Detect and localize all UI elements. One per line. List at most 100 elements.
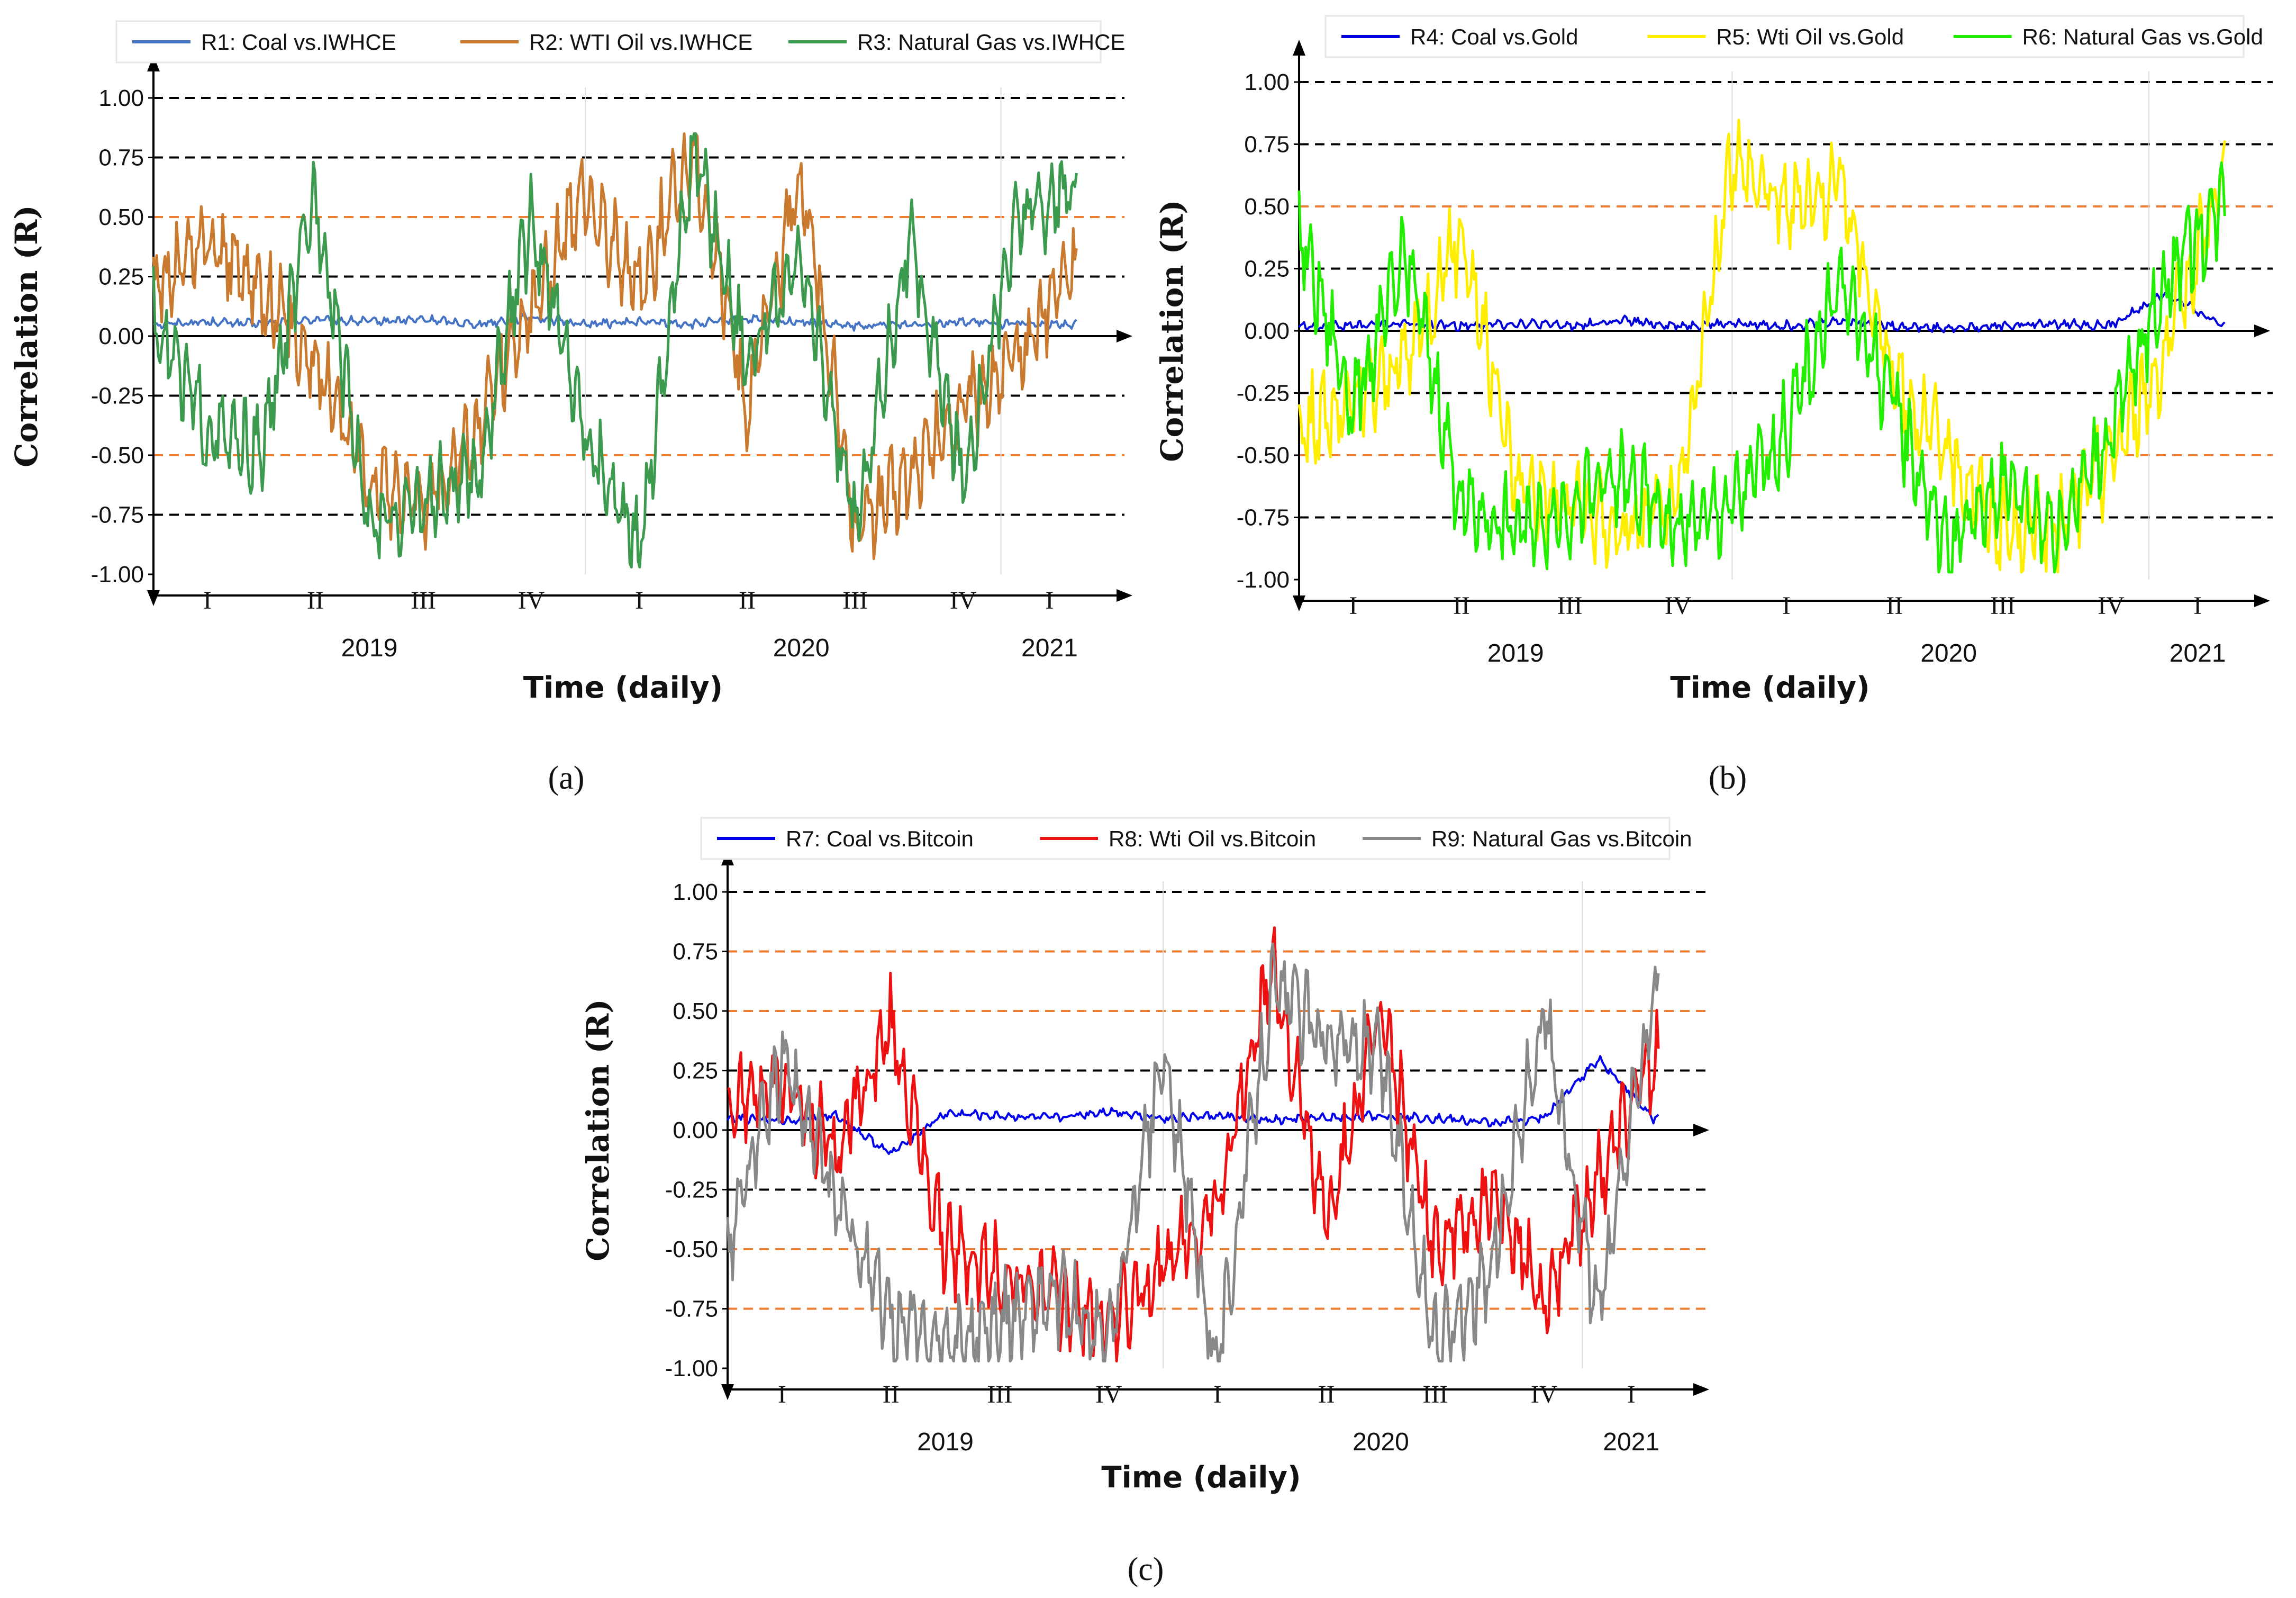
- legend-label: R3: Natural Gas vs.IWHCE: [857, 30, 1125, 55]
- chart-panel-a: 1.00 0.75 0.50 0.25 0.00 -0.25 -0.50 -0.75 -1.00…: [8, 20, 1132, 705]
- y-tick-label: 0.00: [98, 323, 144, 349]
- x-year-label: 2019: [341, 634, 398, 662]
- x-zero-axis-arrow: [1117, 330, 1132, 342]
- y-tick-label: -0.75: [665, 1296, 718, 1322]
- chart-panel-b: 1.00 0.75 0.50 0.25 0.00 -0.25 -0.50 -0.75 -1.00…: [1154, 15, 2273, 705]
- x-quarter-label: I: [1627, 1380, 1636, 1409]
- legend-label: R9: Natural Gas vs.Bitcoin: [1431, 826, 1692, 851]
- y-tick-label: -0.25: [665, 1177, 718, 1203]
- x-quarter-label: I: [1045, 586, 1054, 615]
- x-axis-arrow: [1693, 1383, 1709, 1396]
- x-quarter-label: III: [842, 586, 868, 615]
- y-tick-label: 0.75: [98, 145, 144, 171]
- x-quarter-label: III: [411, 586, 436, 615]
- legend-box: [115, 20, 1102, 64]
- y-axis-arrow-down: [721, 1384, 734, 1400]
- legend-label: R5: Wti Oil vs.Gold: [1716, 24, 1904, 49]
- x-quarter-label: I: [635, 586, 643, 615]
- x-year-label: 2021: [1021, 634, 1078, 662]
- y-axis-title: Correlation (R): [1154, 200, 1190, 462]
- legend-label: R8: Wti Oil vs.Bitcoin: [1109, 826, 1316, 851]
- chart-panel-c: 1.00 0.75 0.50 0.25 0.00 -0.25 -0.50 -0.75 -1.00…: [580, 817, 1709, 1495]
- x-quarter-label: IV: [1095, 1380, 1122, 1409]
- x-quarter-label: II: [1318, 1380, 1335, 1409]
- y-tick-label: -0.25: [91, 383, 144, 409]
- y-tick-label: -0.25: [1237, 381, 1290, 407]
- x-quarter-label: II: [1453, 592, 1470, 620]
- x-quarter-label: III: [1422, 1380, 1448, 1409]
- x-quarter-label: IV: [1665, 592, 1692, 620]
- x-axis-arrow: [1117, 589, 1132, 602]
- x-quarter-label: I: [1349, 592, 1357, 620]
- x-year-label: 2019: [917, 1428, 974, 1456]
- x-axis-title: Time (daily): [1101, 1460, 1301, 1495]
- x-quarter-label: I: [1213, 1380, 1222, 1409]
- x-quarter-label: IV: [1531, 1380, 1558, 1409]
- legend-label: R4: Coal vs.Gold: [1410, 24, 1578, 49]
- x-axis-title: Time (daily): [1670, 671, 1870, 705]
- x-year-label: 2019: [1487, 639, 1544, 667]
- y-tick-label: 0.25: [98, 264, 144, 290]
- caption-b: (b): [1709, 760, 1747, 796]
- series-line: [152, 132, 1078, 561]
- x-zero-axis-arrow: [2254, 324, 2270, 337]
- legend-label: R1: Coal vs.IWHCE: [201, 30, 396, 55]
- series-line: [152, 132, 1078, 568]
- y-axis-arrow-down: [147, 590, 160, 606]
- y-tick-label: -0.50: [91, 443, 144, 468]
- y-tick-label: 0.00: [673, 1117, 718, 1143]
- y-tick-label: 0.75: [1244, 132, 1290, 158]
- y-axis-title: Correlation (R): [8, 205, 44, 467]
- x-quarter-label: IV: [2098, 592, 2125, 620]
- series-line: [1297, 161, 2226, 574]
- x-year-label: 2020: [1920, 639, 1977, 667]
- y-tick-label: -1.00: [1237, 567, 1290, 593]
- x-year-label: 2020: [1353, 1428, 1409, 1456]
- series-line: [727, 1055, 1659, 1155]
- x-year-label: 2021: [2170, 639, 2226, 667]
- series-line: [1298, 291, 2226, 333]
- x-quarter-label: III: [987, 1380, 1012, 1409]
- x-zero-axis-arrow: [1693, 1124, 1709, 1136]
- y-tick-label: -0.75: [1237, 505, 1290, 531]
- caption-c: (c): [1128, 1551, 1164, 1587]
- legend-box: [1324, 15, 2245, 58]
- y-tick-label: 0.50: [1244, 194, 1290, 220]
- x-quarter-label: I: [2193, 592, 2202, 620]
- y-tick-label: -0.50: [1237, 443, 1290, 468]
- y-tick-label: -0.75: [91, 502, 144, 528]
- series-line: [726, 942, 1660, 1362]
- y-tick-label: -0.50: [665, 1236, 718, 1262]
- y-tick-label: 0.00: [1244, 318, 1290, 344]
- y-tick-label: 1.00: [673, 879, 718, 905]
- y-tick-label: 0.25: [673, 1058, 718, 1084]
- x-year-label: 2021: [1603, 1428, 1659, 1456]
- x-quarter-label: III: [1990, 592, 2016, 620]
- caption-a: (a): [548, 760, 585, 796]
- x-axis-title: Time (daily): [523, 671, 723, 705]
- y-tick-label: 0.50: [673, 998, 718, 1024]
- y-axis-arrow-up: [1293, 40, 1305, 56]
- y-tick-label: 0.25: [1244, 256, 1290, 282]
- series-line: [153, 311, 1077, 332]
- legend-label: R2: WTI Oil vs.IWHCE: [529, 30, 752, 55]
- x-quarter-label: II: [1886, 592, 1903, 620]
- x-quarter-label: I: [1782, 592, 1791, 620]
- x-quarter-label: III: [1557, 592, 1583, 620]
- legend-label: R7: Coal vs.Bitcoin: [786, 826, 974, 851]
- x-quarter-label: I: [203, 586, 212, 615]
- y-tick-label: -1.00: [91, 562, 144, 588]
- y-tick-label: 1.00: [98, 85, 144, 111]
- legend-label: R6: Natural Gas vs.Gold: [2022, 24, 2263, 49]
- x-quarter-label: IV: [518, 586, 545, 615]
- legend-box: [700, 817, 1671, 860]
- y-tick-label: -1.00: [665, 1356, 718, 1382]
- x-quarter-label: IV: [950, 586, 977, 615]
- x-quarter-label: II: [739, 586, 756, 615]
- x-axis-arrow: [2254, 594, 2270, 607]
- y-tick-label: 0.75: [673, 939, 718, 965]
- y-axis-title: Correlation (R): [580, 999, 616, 1261]
- x-quarter-label: I: [778, 1380, 786, 1409]
